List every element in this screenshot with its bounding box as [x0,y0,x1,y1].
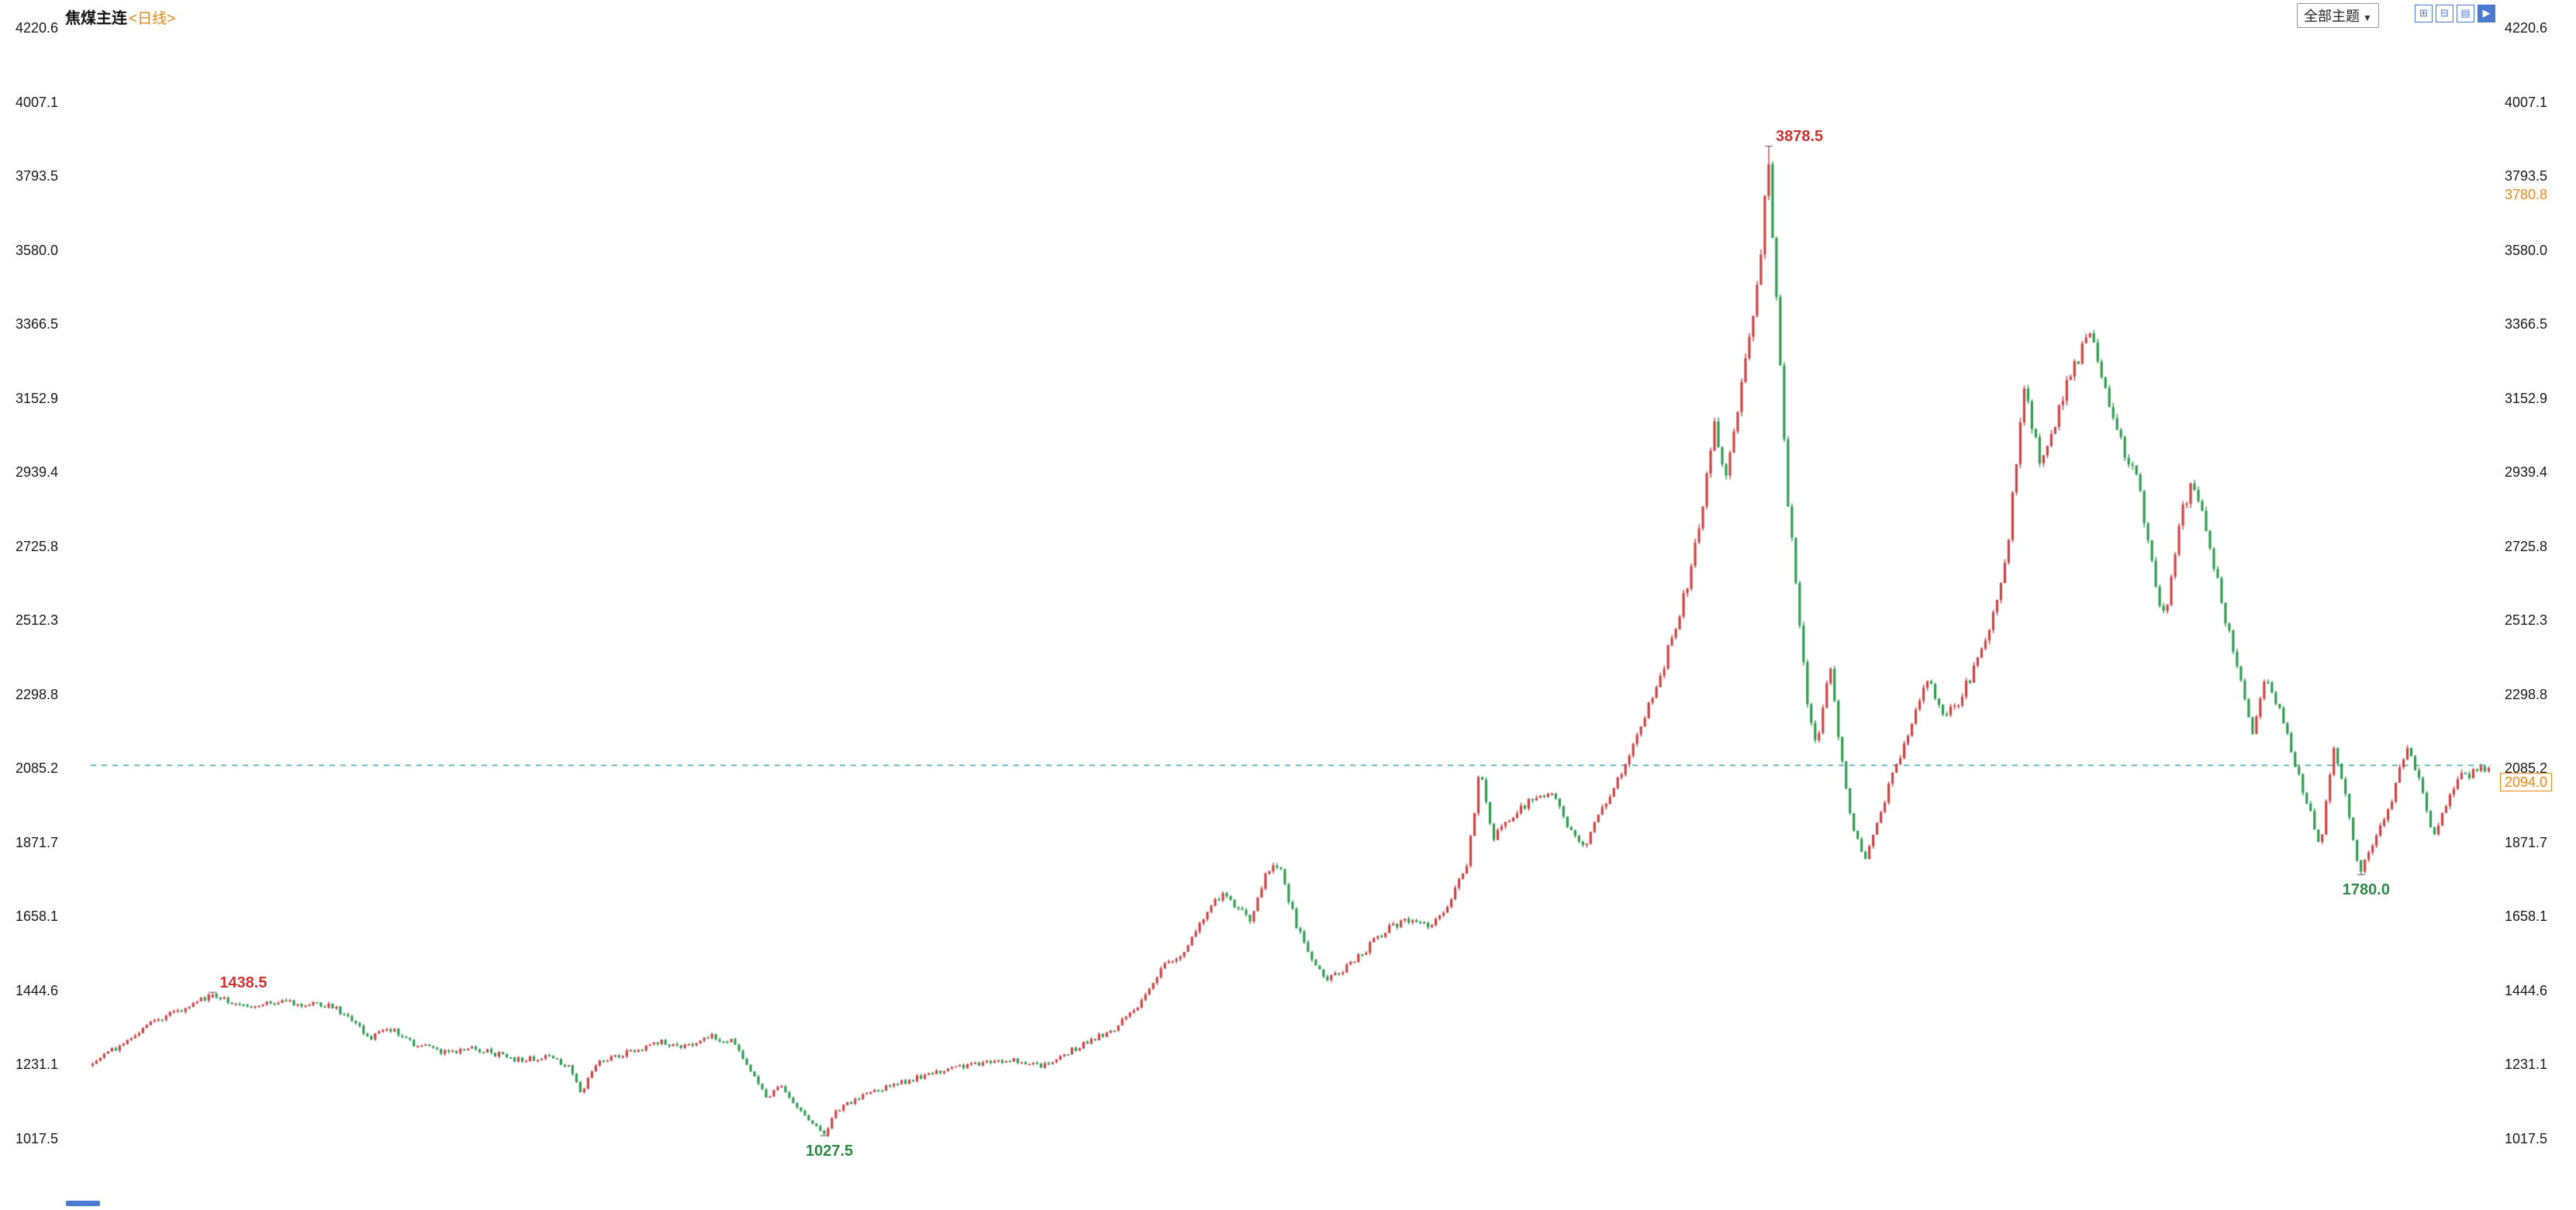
y-axis-tick: 3366.5 [2505,316,2548,333]
y-axis-tick: 3366.5 [16,316,59,333]
extreme-price-label: 1027.5 [805,1142,854,1160]
y-axis-tick: 2725.8 [16,538,59,554]
y-axis-tick: 1444.6 [16,982,59,998]
y-axis-tick: 2085.2 [16,760,59,777]
theme-button-label: 全部主题 [2304,9,2360,24]
session-high-marker: 3780.8 [2505,186,2548,202]
y-axis-tick: 2939.4 [16,464,59,481]
grid-layout-icon[interactable]: ⊟ [2436,5,2453,22]
y-axis-left: 4220.6 4007.1 3793.5 3580.0 3366.5 3152.9 2939… [16,0,85,1210]
y-axis-tick: 3580.0 [2505,242,2548,258]
y-axis-tick: 2298.8 [2505,686,2548,702]
kline-panel-icon[interactable]: ▤ [2457,5,2474,22]
y-axis-tick: 2725.8 [2505,538,2548,554]
last-price-label: 2094.0 [2500,773,2553,792]
caret-down-icon: ▼ [2363,12,2372,23]
extreme-price-label: 1438.5 [219,974,268,991]
period-label[interactable]: <日线> [129,11,176,27]
y-axis-tick: 1444.6 [2505,982,2548,998]
multi-window-layout-icon[interactable]: ⊞ [2415,5,2433,22]
theme-selector-button[interactable]: 全部主题 ▼ [2297,3,2379,28]
y-axis-tick: 3152.9 [2505,390,2548,406]
y-axis-right: 4220.6 4007.1 3793.5 3580.0 3366.5 3152.9 2939… [2505,0,2574,1210]
h-scrollbar-thumb[interactable] [66,1201,100,1206]
y-axis-tick: 1658.1 [2505,908,2548,925]
y-axis-tick: 4007.1 [2505,94,2548,110]
y-axis-tick: 1017.5 [2505,1131,2548,1146]
y-axis-tick: 2298.8 [16,686,59,702]
y-axis-tick: 4220.6 [16,20,59,36]
y-axis-tick: 3152.9 [16,390,59,406]
y-axis-tick: 1231.1 [16,1057,59,1073]
y-axis-tick: 3793.5 [2505,168,2548,184]
layout-toolbar: ⊞ ⊟ ▤ ▶ [2415,5,2495,22]
y-axis-tick: 1871.7 [16,834,59,850]
y-axis-tick: 2085.2 [2505,760,2548,777]
instrument-name: 焦煤主连 [65,10,127,27]
extreme-price-label: 3878.5 [1776,128,1824,146]
y-axis-tick: 1871.7 [2505,834,2548,850]
y-axis-tick: 2512.3 [16,612,59,629]
y-axis-tick: 2939.4 [2505,464,2548,481]
y-axis-tick: 3580.0 [16,242,59,258]
y-axis-tick: 1017.5 [16,1131,59,1146]
y-axis-tick: 2512.3 [2505,612,2548,629]
y-axis-tick: 4007.1 [16,94,59,110]
y-axis-tick: 1658.1 [16,908,59,925]
y-axis-tick: 3793.5 [16,168,59,184]
y-axis-tick: 4220.6 [2505,20,2548,36]
extreme-price-label: 1780.0 [2342,881,2390,898]
next-page-icon[interactable]: ▶ [2478,5,2495,22]
chart-header: 焦煤主连 <日线> [65,5,175,28]
y-axis-tick: 1231.1 [2505,1057,2548,1073]
